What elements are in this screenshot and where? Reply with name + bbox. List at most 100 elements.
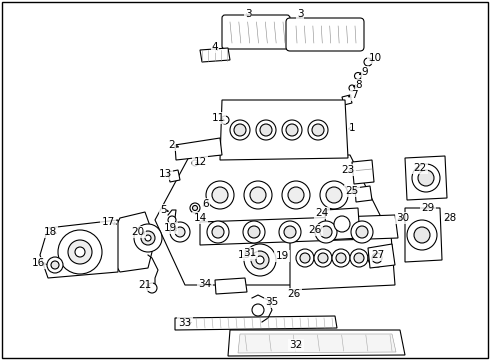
Text: 11: 11 bbox=[211, 113, 224, 123]
Text: 1: 1 bbox=[349, 123, 355, 133]
Circle shape bbox=[336, 253, 346, 263]
Circle shape bbox=[282, 181, 310, 209]
Text: 13: 13 bbox=[158, 169, 172, 179]
Polygon shape bbox=[352, 160, 374, 184]
Circle shape bbox=[282, 120, 302, 140]
Circle shape bbox=[252, 304, 264, 316]
Text: 6: 6 bbox=[203, 199, 209, 209]
Polygon shape bbox=[220, 100, 348, 160]
Circle shape bbox=[250, 187, 266, 203]
Circle shape bbox=[212, 226, 224, 238]
Circle shape bbox=[334, 216, 350, 232]
Text: 23: 23 bbox=[342, 165, 355, 175]
Text: 22: 22 bbox=[414, 163, 427, 173]
Polygon shape bbox=[175, 138, 222, 160]
Text: 24: 24 bbox=[316, 208, 329, 218]
Text: 31: 31 bbox=[244, 248, 257, 258]
Circle shape bbox=[300, 253, 310, 263]
Text: 30: 30 bbox=[396, 213, 410, 223]
Text: 4: 4 bbox=[212, 42, 219, 52]
Text: 26: 26 bbox=[308, 225, 321, 235]
Text: 9: 9 bbox=[362, 67, 368, 77]
Circle shape bbox=[190, 203, 200, 213]
FancyBboxPatch shape bbox=[286, 18, 364, 51]
Text: 35: 35 bbox=[266, 297, 279, 307]
Text: 32: 32 bbox=[290, 340, 303, 350]
FancyBboxPatch shape bbox=[222, 15, 290, 49]
Polygon shape bbox=[175, 316, 337, 330]
Circle shape bbox=[412, 164, 440, 192]
Polygon shape bbox=[215, 278, 247, 294]
Circle shape bbox=[251, 251, 269, 269]
Circle shape bbox=[134, 224, 162, 252]
Text: 33: 33 bbox=[178, 318, 192, 328]
Circle shape bbox=[320, 226, 332, 238]
Circle shape bbox=[356, 226, 368, 238]
Circle shape bbox=[407, 220, 437, 250]
Circle shape bbox=[175, 227, 185, 237]
Polygon shape bbox=[342, 95, 352, 105]
Text: 28: 28 bbox=[443, 213, 457, 223]
Circle shape bbox=[147, 283, 157, 293]
Polygon shape bbox=[238, 334, 396, 353]
Circle shape bbox=[286, 124, 298, 136]
Text: 16: 16 bbox=[31, 258, 45, 268]
Circle shape bbox=[354, 72, 362, 80]
Circle shape bbox=[350, 249, 368, 267]
Polygon shape bbox=[155, 155, 380, 285]
Circle shape bbox=[288, 187, 304, 203]
Text: 8: 8 bbox=[356, 80, 362, 90]
Polygon shape bbox=[228, 330, 405, 356]
Circle shape bbox=[47, 257, 63, 273]
Text: 15: 15 bbox=[237, 250, 250, 260]
Text: 17: 17 bbox=[101, 217, 115, 227]
Text: 14: 14 bbox=[194, 213, 207, 223]
Text: 10: 10 bbox=[368, 53, 382, 63]
Circle shape bbox=[349, 85, 355, 91]
Circle shape bbox=[75, 247, 85, 257]
Circle shape bbox=[308, 120, 328, 140]
Circle shape bbox=[256, 120, 276, 140]
Text: 27: 27 bbox=[371, 250, 385, 260]
Circle shape bbox=[326, 187, 342, 203]
Circle shape bbox=[364, 58, 372, 66]
Circle shape bbox=[51, 261, 59, 269]
Text: 21: 21 bbox=[138, 280, 151, 290]
Text: 34: 34 bbox=[198, 279, 212, 289]
Circle shape bbox=[58, 230, 102, 274]
Text: 3: 3 bbox=[245, 9, 251, 19]
Circle shape bbox=[243, 221, 265, 243]
Circle shape bbox=[314, 249, 332, 267]
Circle shape bbox=[318, 253, 328, 263]
Text: 18: 18 bbox=[44, 227, 57, 237]
Circle shape bbox=[192, 160, 198, 166]
Circle shape bbox=[168, 216, 176, 224]
Circle shape bbox=[68, 240, 92, 264]
Circle shape bbox=[212, 187, 228, 203]
Polygon shape bbox=[325, 208, 360, 240]
Polygon shape bbox=[405, 156, 447, 200]
Circle shape bbox=[234, 124, 246, 136]
Circle shape bbox=[284, 226, 296, 238]
Circle shape bbox=[244, 181, 272, 209]
Text: 20: 20 bbox=[131, 227, 145, 237]
Polygon shape bbox=[405, 208, 442, 262]
Polygon shape bbox=[168, 170, 180, 182]
Circle shape bbox=[414, 227, 430, 243]
Circle shape bbox=[418, 170, 434, 186]
Circle shape bbox=[141, 231, 155, 245]
Polygon shape bbox=[200, 48, 230, 62]
Circle shape bbox=[207, 221, 229, 243]
Circle shape bbox=[230, 120, 250, 140]
Polygon shape bbox=[355, 186, 372, 202]
Text: 25: 25 bbox=[345, 186, 359, 196]
Text: 19: 19 bbox=[163, 223, 176, 233]
Text: 19: 19 bbox=[275, 251, 289, 261]
Polygon shape bbox=[200, 215, 398, 245]
Circle shape bbox=[320, 181, 348, 209]
Polygon shape bbox=[105, 212, 155, 272]
Circle shape bbox=[368, 249, 386, 267]
Circle shape bbox=[248, 226, 260, 238]
Circle shape bbox=[351, 221, 373, 243]
Polygon shape bbox=[290, 222, 395, 290]
